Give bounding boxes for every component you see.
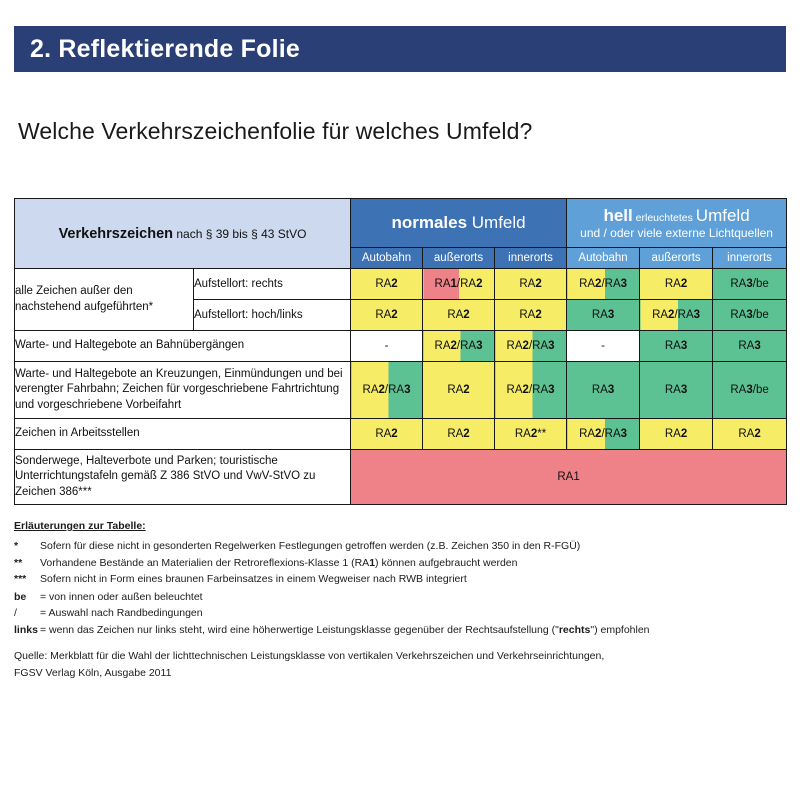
- row-value: RA3: [639, 361, 714, 419]
- row-value: RA2: [350, 418, 424, 450]
- header-subcol-autobahn-0: Autobahn: [350, 247, 424, 269]
- row-value: RA2: [712, 418, 788, 450]
- note-marker: ***: [14, 572, 27, 585]
- row-value: RA2**: [494, 418, 568, 450]
- row-value: RA3: [712, 330, 788, 362]
- row-value: RA2/RA3: [494, 330, 568, 362]
- row-sublabel: Aufstellort: hoch/links: [192, 299, 352, 331]
- row-value: RA2: [422, 418, 496, 450]
- row-value: RA2: [422, 299, 496, 331]
- row-value: RA2: [639, 268, 714, 300]
- table-row: Zeichen in Arbeitsstellen RA2 RA2 RA2** RA2/…: [13, 418, 788, 450]
- header-subcol-innerorts-2: innerorts: [494, 247, 568, 269]
- note-text: = von innen oder außen beleuchtet: [40, 591, 203, 604]
- row-value: RA1/RA2: [422, 268, 496, 300]
- subtitle-question: Welche Verkehrszeichenfolie für welches …: [18, 118, 533, 144]
- row-value: RA3: [639, 330, 714, 362]
- header-subcol-außerorts-1: außerorts: [422, 247, 496, 269]
- header-subcol-innerorts-5: innerorts: [712, 247, 788, 269]
- row-value: RA2: [494, 299, 568, 331]
- table-header-row-groups: Verkehrszeichen nach § 39 bis § 43 StVO n…: [13, 198, 788, 269]
- table-header-row-subcols: Autobahn außerorts innerorts Autobahn außero…: [15, 247, 788, 269]
- note-marker: *: [14, 540, 19, 553]
- reflective-foil-table-wrap: Verkehrszeichen nach § 39 bis § 43 StVO n…: [13, 198, 788, 505]
- row-value: RA2/RA3: [422, 330, 496, 362]
- source-line-1: Quelle: Merkblatt für die Wahl der licht…: [14, 650, 605, 662]
- row-value: RA3/be: [712, 299, 788, 331]
- header-group-hell: hell erleuchtetes Umfeld und / oder viele…: [566, 198, 788, 248]
- header-verkehrszeichen: Verkehrszeichen nach § 39 bis § 43 StVO: [13, 198, 352, 269]
- header-subcol-außerorts-4: außerorts: [639, 247, 714, 269]
- page-title: 2. Reflektierende Folie: [30, 34, 300, 63]
- table-body: Verkehrszeichen nach § 39 bis § 43 StVO n…: [13, 198, 788, 505]
- row-sublabel: Aufstellort: rechts: [192, 268, 352, 300]
- note-text: Vorhandene Bestände an Materialien der R…: [40, 556, 518, 569]
- notes-heading: Erläuterungen zur Tabelle:: [14, 520, 146, 532]
- note-text: Sofern nicht in Form eines braunen Farbe…: [40, 572, 467, 585]
- note-text: = wenn das Zeichen nur links steht, wird…: [40, 623, 650, 636]
- row-label: Warte- und Haltegebote an Kreuzungen, Ei…: [13, 361, 352, 419]
- row-value: RA3: [566, 299, 641, 331]
- row-value: RA2: [350, 268, 424, 300]
- table-row: Sonderwege, Halteverbote und Parken; tou…: [13, 449, 788, 505]
- table-row: alle Zeichen außer den nachstehend aufge…: [14, 268, 788, 331]
- title-banner: 2. Reflektierende Folie: [14, 26, 786, 72]
- row-value: RA3: [566, 361, 641, 419]
- row-label: Zeichen in Arbeitsstellen: [13, 418, 352, 450]
- note-item: ** Vorhandene Bestände an Materialien der…: [14, 555, 786, 571]
- source-citation: Quelle: Merkblatt für die Wahl der licht…: [14, 648, 786, 682]
- note-marker: **: [14, 556, 23, 569]
- note-marker: be: [14, 591, 27, 604]
- row-label: Sonderwege, Halteverbote und Parken; tou…: [13, 449, 352, 505]
- notes-list: * Sofern für diese nicht in gesonderten R…: [14, 538, 786, 638]
- row-value: RA3/be: [712, 361, 788, 419]
- note-item: be = von innen oder außen beleuchtet: [14, 589, 786, 605]
- note-text: = Auswahl nach Randbedingungen: [40, 607, 203, 620]
- row-label: alle Zeichen außer den nachstehend aufge…: [14, 268, 194, 331]
- note-item: *** Sofern nicht in Form eines braunen Fa…: [14, 571, 786, 587]
- reflective-foil-table: Verkehrszeichen nach § 39 bis § 43 StVO n…: [13, 198, 788, 505]
- table-row: Warte- und Haltegebote an Kreuzungen, Ei…: [13, 361, 788, 419]
- table-row: Warte- und Haltegebote an Bahnübergängen…: [13, 330, 788, 362]
- note-marker: /: [14, 607, 17, 620]
- row-value: RA2: [494, 268, 568, 300]
- header-group-normal: normales Umfeld: [350, 198, 568, 248]
- header-subcol-autobahn-3: Autobahn: [566, 247, 641, 269]
- row-value-span: RA1: [350, 449, 788, 505]
- row-value: RA2/RA3: [639, 299, 714, 331]
- row-value: RA2: [350, 299, 424, 331]
- note-marker: links: [14, 623, 38, 636]
- table-notes: Erläuterungen zur Tabelle: * Sofern für d…: [14, 518, 786, 638]
- row-value: -: [350, 330, 424, 362]
- row-value: RA2: [639, 418, 714, 450]
- note-item: links = wenn das Zeichen nur links steht,…: [14, 622, 786, 638]
- note-item: / = Auswahl nach Randbedingungen: [14, 605, 786, 621]
- source-line-2: FGSV Verlag Köln, Ausgabe 2011: [14, 666, 172, 679]
- row-label: Warte- und Haltegebote an Bahnübergängen: [13, 330, 352, 362]
- row-value: -: [566, 330, 641, 362]
- row-value: RA2/RA3: [566, 268, 641, 300]
- row-value: RA2/RA3: [494, 361, 568, 419]
- row-value: RA2/RA3: [566, 418, 641, 450]
- row-value: RA3/be: [712, 268, 788, 300]
- row-value: RA2: [422, 361, 496, 419]
- note-text: Sofern für diese nicht in gesonderten Re…: [40, 540, 581, 553]
- row-value: RA2/RA3: [350, 361, 424, 419]
- note-item: * Sofern für diese nicht in gesonderten R…: [14, 538, 786, 554]
